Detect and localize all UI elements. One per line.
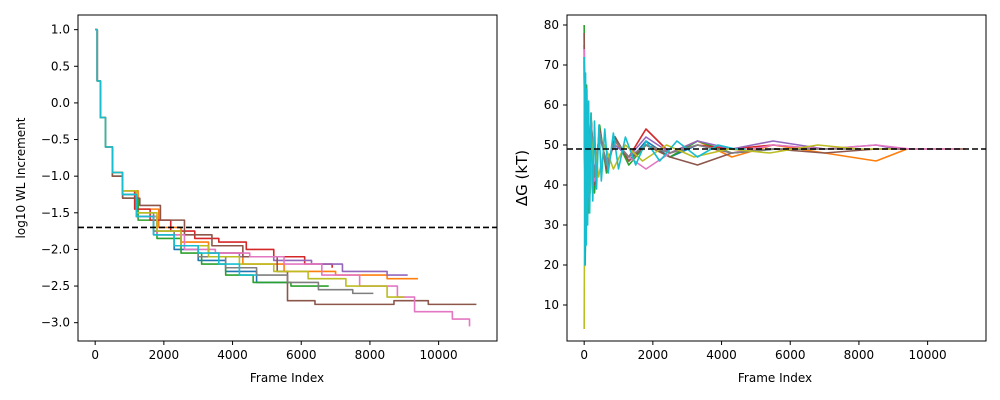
y-tick-label: −3.0 (41, 316, 70, 330)
series-line-6 (95, 28, 477, 306)
y-tick-label: −0.5 (41, 133, 70, 147)
y-tick-label: −1.5 (41, 206, 70, 220)
panel-wl-increment: 0 2000 4000 6000 8000 10000 −3.0 −2.5 −2.0 −1.5 −1… (14, 14, 498, 385)
y-tick-label: 10 (544, 298, 559, 312)
x-axis-label: Frame Index (738, 371, 812, 385)
series-group (95, 28, 477, 327)
panel-delta-g: 0 2000 4000 6000 8000 10000 10 20 30 40 50 60 70 80 Δ… (513, 14, 987, 385)
y-tick-label: 1.0 (51, 23, 70, 37)
x-tick-label: 8000 (355, 348, 386, 362)
x-tick-label: 10000 (420, 348, 458, 362)
x-tick-label: 0 (91, 348, 99, 362)
x-tick-label: 4000 (217, 348, 248, 362)
y-axis-label: log10 WL Increment (14, 117, 28, 238)
x-tick-label: 2000 (149, 348, 180, 362)
x-tick-label: 6000 (286, 348, 317, 362)
plot-frame (77, 14, 498, 342)
y-tick-label: 30 (544, 218, 559, 232)
series-line-1 (95, 28, 288, 284)
series-line-10 (95, 28, 257, 276)
x-tick-label: 6000 (775, 348, 806, 362)
y-tick-label: 20 (544, 258, 559, 272)
y-tick-label: 40 (544, 178, 559, 192)
series-line-4 (95, 28, 333, 268)
y-tick-label: 60 (544, 98, 559, 112)
y-tick-label: −2.5 (41, 279, 70, 293)
y-tick-label: −1.0 (41, 169, 70, 183)
x-tick-label: 8000 (844, 348, 875, 362)
y-tick-label: 0.5 (51, 59, 70, 73)
x-tick-label: 4000 (706, 348, 737, 362)
x-tick-label: 0 (580, 348, 588, 362)
y-tick-label: 70 (544, 58, 559, 72)
series-line-7 (583, 48, 959, 242)
plot-frame (566, 14, 987, 342)
series-group (583, 24, 966, 330)
series-line-9 (583, 104, 894, 330)
series-line-10 (583, 56, 746, 266)
y-tick-label: 0.0 (51, 96, 70, 110)
y-tick-label: 50 (544, 138, 559, 152)
x-tick-label: 2000 (638, 348, 669, 362)
y-axis-label: ΔG (kT) (513, 150, 531, 206)
y-tick-label: −2.0 (41, 242, 70, 256)
y-tick-label: 80 (544, 18, 559, 32)
series-line-3 (95, 28, 329, 287)
x-axis-label: Frame Index (250, 371, 324, 385)
series-line-2 (95, 28, 419, 280)
series-line-5 (95, 28, 408, 276)
x-tick-label: 10000 (909, 348, 947, 362)
